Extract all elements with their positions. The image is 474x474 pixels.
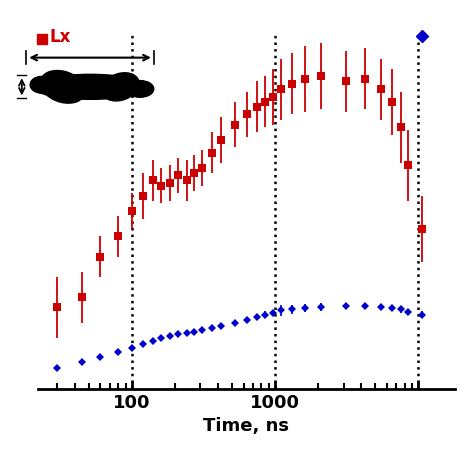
Ellipse shape	[30, 76, 53, 93]
Ellipse shape	[60, 77, 120, 96]
Ellipse shape	[40, 71, 85, 103]
Text: Lx: Lx	[49, 28, 71, 46]
Ellipse shape	[101, 73, 139, 101]
Ellipse shape	[127, 81, 154, 97]
Ellipse shape	[33, 74, 147, 100]
X-axis label: Time, ns: Time, ns	[203, 417, 290, 435]
